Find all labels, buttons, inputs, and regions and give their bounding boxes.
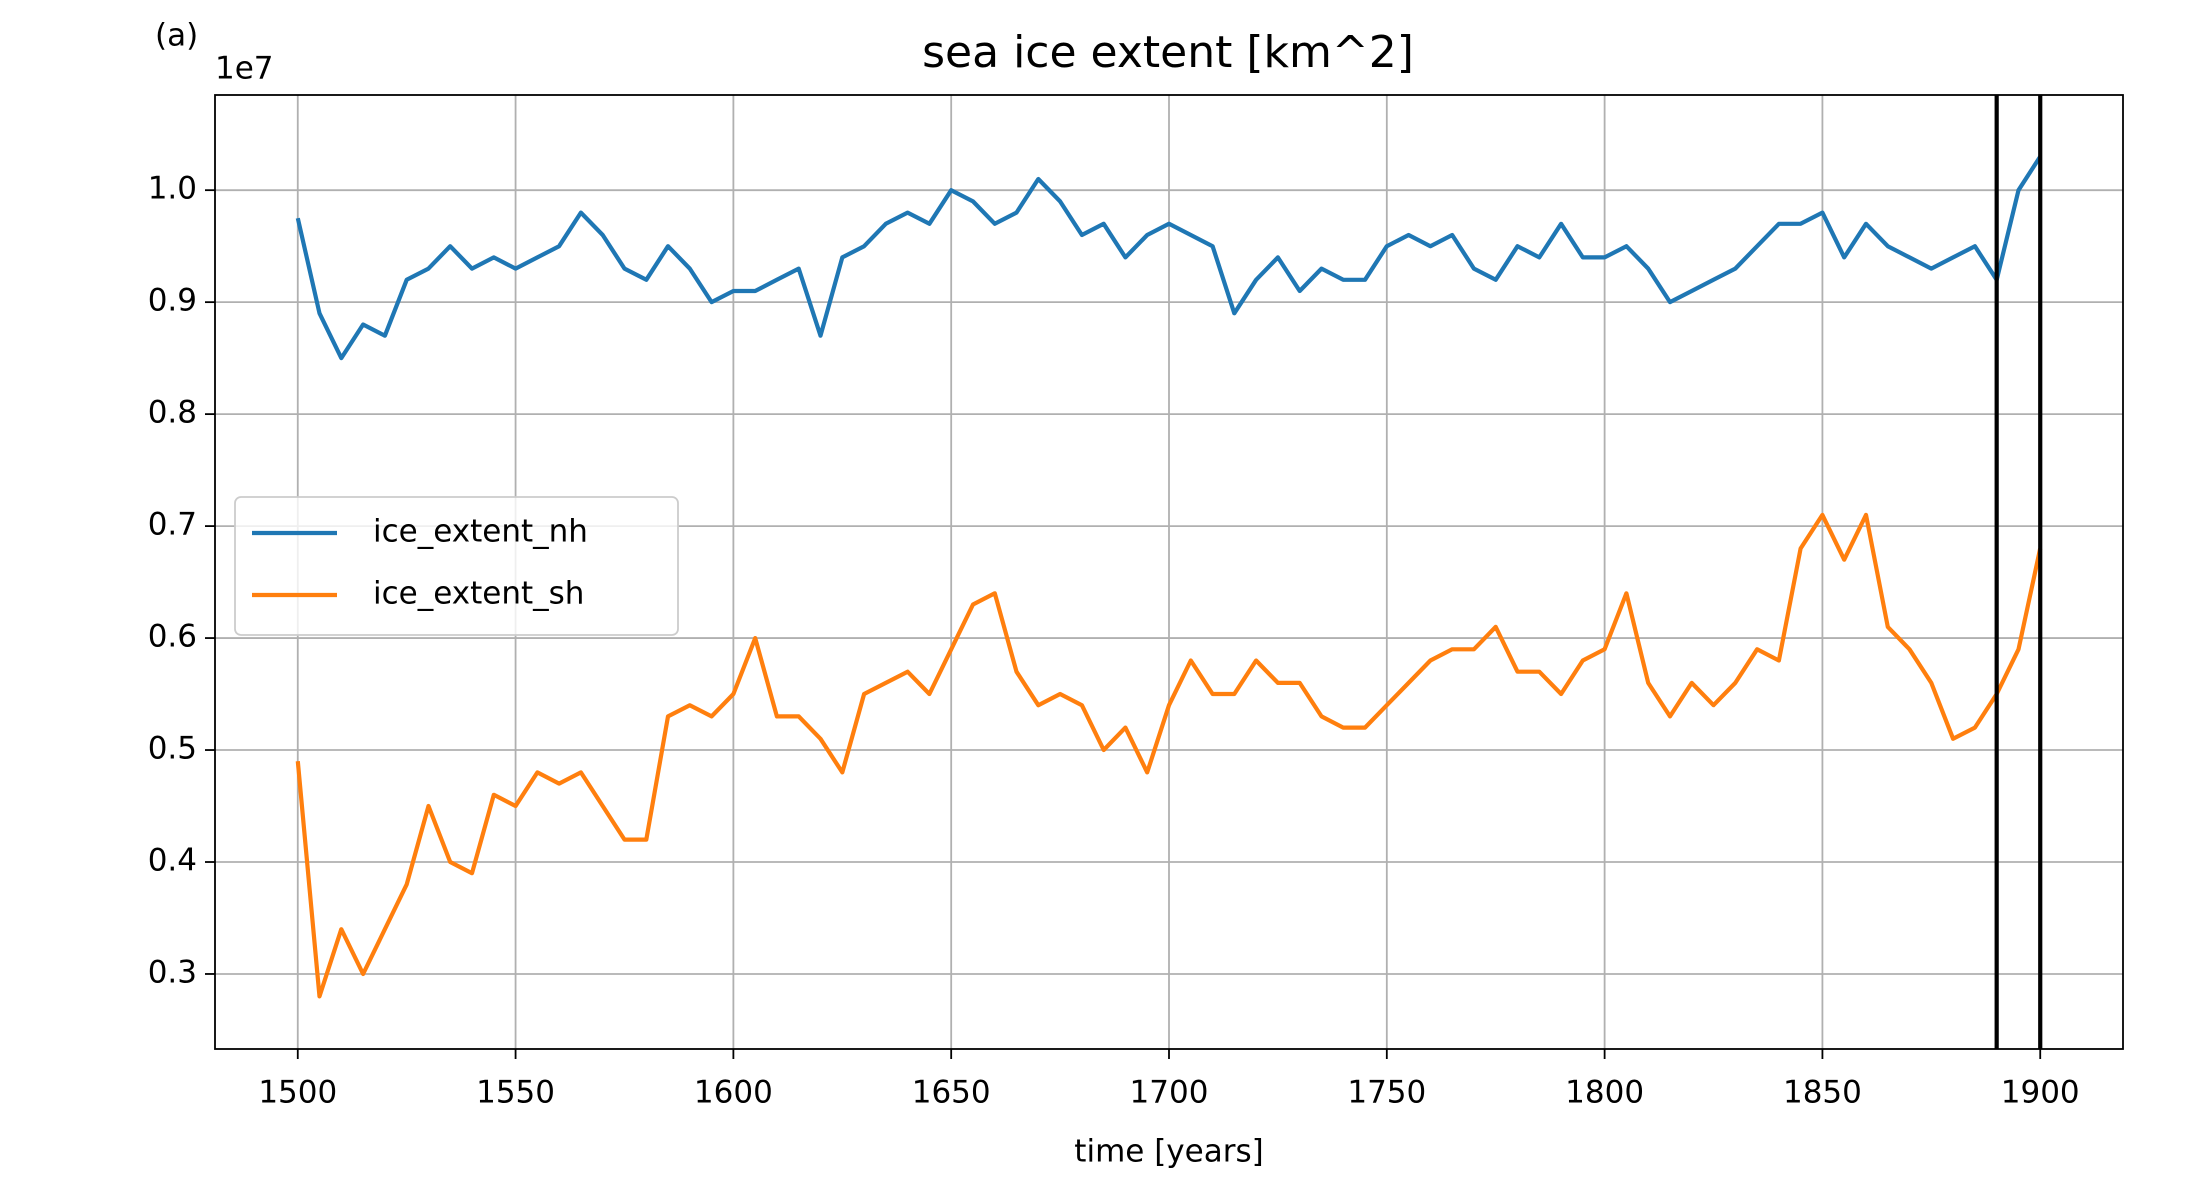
y-tick-label: 1.0	[148, 171, 197, 207]
x-tick-label: 1500	[258, 1075, 337, 1111]
y-offset-label: 1e7	[215, 51, 274, 87]
series-line	[295, 512, 2043, 999]
y-tick-label: 0.6	[148, 619, 197, 655]
x-tick-label: 1800	[1565, 1075, 1644, 1111]
x-tick-label: 1900	[2001, 1075, 2080, 1111]
x-tick-label: 1700	[1130, 1075, 1209, 1111]
chart-title: sea ice extent [km^2]	[922, 27, 1414, 78]
legend-label: ice_extent_nh	[373, 514, 588, 550]
x-tick-label: 1600	[694, 1075, 773, 1111]
legend: ice_extent_nh ice_extent_sh	[234, 496, 679, 636]
y-tick-label: 0.5	[148, 731, 197, 767]
y-tick-label: 0.7	[148, 507, 197, 543]
y-tick-label: 0.4	[148, 843, 197, 879]
x-tick-label: 1750	[1347, 1075, 1426, 1111]
y-tick-label: 0.8	[148, 395, 197, 431]
y-tick-label: 0.3	[148, 954, 197, 990]
legend-box	[234, 496, 679, 636]
legend-label: ice_extent_sh	[373, 576, 584, 612]
plot-frame	[214, 94, 2124, 1050]
x-tick-label: 1650	[912, 1075, 991, 1111]
x-tick-label: 1550	[476, 1075, 555, 1111]
x-tick-label: 1850	[1783, 1075, 1862, 1111]
y-tick-label: 0.9	[148, 283, 197, 319]
series-line	[295, 155, 2042, 361]
x-axis-label: time [years]	[1074, 1134, 1263, 1170]
panel-annotation: (a)	[155, 18, 198, 54]
